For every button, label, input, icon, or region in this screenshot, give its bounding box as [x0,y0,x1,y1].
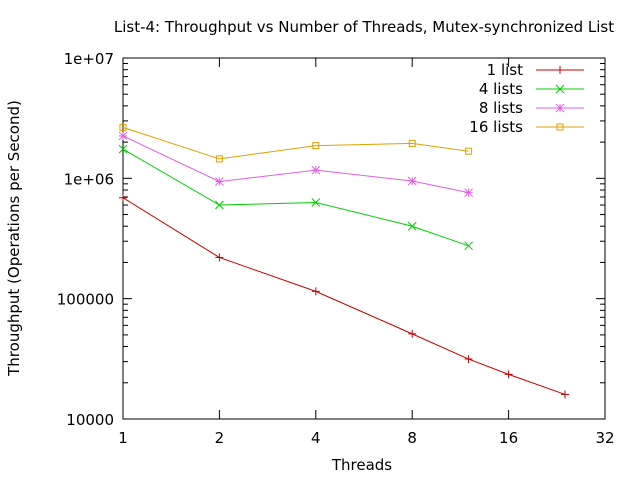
data-point [464,355,473,364]
chart-title: List-4: Throughput vs Number of Threads,… [114,18,614,36]
data-point [311,198,321,207]
x-tick-label: 4 [311,429,321,447]
marker-stroke [465,147,473,155]
legend-label: 16 lists [469,118,523,136]
marker-stroke [118,144,128,154]
data-point [118,144,128,154]
series-line [122,126,469,160]
data-point [408,329,417,338]
legend-item: 8 lists [479,99,584,117]
marker-stroke [311,198,321,207]
y-tick-label: 10000 [66,411,114,429]
x-tick-label: 1 [118,429,128,447]
y-tick-label: 1e+06 [64,170,114,188]
marker-stroke [215,200,224,210]
data-point [312,142,320,150]
series-16-lists [119,123,473,163]
data-point [504,370,513,379]
data-point [408,139,416,147]
data-point [119,193,127,202]
data-point [119,123,127,131]
legend-item: 4 lists [479,80,584,98]
data-point [464,241,473,251]
series-4-lists [118,144,473,251]
marker-stroke [407,176,417,186]
marker-stroke [555,103,565,113]
marker-stroke [119,123,127,131]
legend-label: 8 lists [479,99,523,117]
x-tick-label: 32 [595,429,614,447]
marker-stroke [215,155,223,163]
marker-stroke [311,165,321,175]
data-point [464,188,473,198]
data-point [465,147,473,155]
x-axis-label: Threads [331,456,392,474]
series-line [122,148,469,247]
legend-swatch-marker [556,123,564,131]
series-1-list [119,193,569,399]
plot-area-frame [122,57,606,420]
y-tick-label: 100000 [57,291,114,309]
data-point [311,165,321,175]
axis-ticks: 1 2 4 8 16 32 10000 100000 1e+06 1e+07 [57,50,615,447]
x-tick-label: 16 [499,429,518,447]
legend-item: 1 list [487,61,584,79]
data-point [407,176,417,186]
marker-stroke [555,84,565,94]
marker-stroke [464,188,473,198]
data-point [215,200,224,210]
y-tick-label: 1e+07 [64,50,114,68]
series-layer [118,123,569,399]
data-point [118,131,128,141]
x-tick-label: 8 [407,429,417,447]
marker-stroke [464,241,473,251]
marker-stroke [312,142,320,150]
x-tick-label: 2 [215,429,225,447]
marker-stroke [118,131,128,141]
marker-stroke [215,177,224,186]
legend-swatch-marker [556,66,564,74]
data-point [560,390,569,399]
marker-stroke [407,221,417,231]
y-axis-label: Throughput (Operations per Second) [5,100,23,377]
data-point [215,155,223,163]
legend-label: 4 lists [479,80,523,98]
data-point [311,287,320,296]
legend-label: 1 list [487,61,523,79]
data-point [215,253,224,262]
data-point [407,221,417,231]
legend-item: 16 lists [469,118,584,136]
data-point [215,177,224,186]
marker-stroke [408,139,416,147]
series-line [122,197,566,395]
series-8-lists [118,131,473,198]
marker-stroke [556,123,564,131]
legend-swatch-marker [555,103,565,113]
legend-swatch-marker [555,84,565,94]
